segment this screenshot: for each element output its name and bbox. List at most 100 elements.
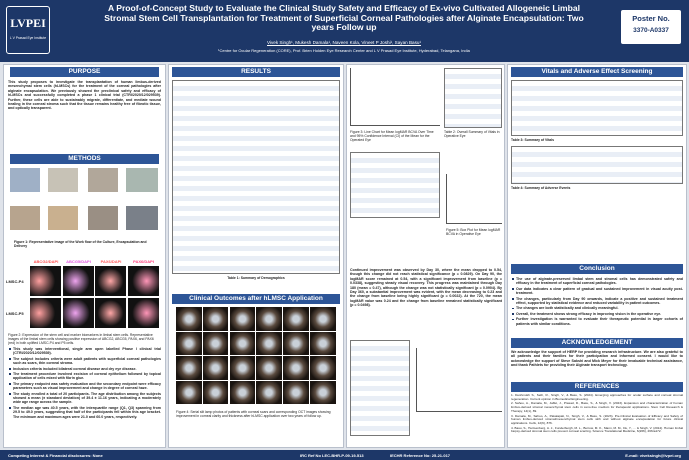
method-photo: [10, 168, 40, 192]
eye-photo: [202, 380, 229, 404]
method-photo: [88, 168, 118, 192]
list-item: Our data indicates a clear pattern of gr…: [511, 287, 683, 296]
bcva-line-chart: [350, 68, 440, 126]
figure-caption: Figure 4: Serial slit lamp photos of pat…: [176, 410, 331, 418]
eye-photo: [283, 307, 309, 331]
stain-label: ABCG2/DAPI: [33, 259, 59, 264]
bcva-box-plot: [446, 174, 502, 224]
logo-box: [6, 6, 50, 54]
stain-image: [95, 298, 126, 328]
left-panel: [3, 64, 166, 448]
summary-table: [350, 152, 440, 218]
list-item: The changes are both statistically and c…: [511, 306, 683, 310]
slit-lamp-grid: [176, 307, 336, 405]
footer-iec: IECHR Reference No: 25-21-017: [390, 453, 451, 458]
summary-table: [444, 68, 502, 128]
stain-label: PAX6/DAPI: [133, 259, 154, 264]
stain-label: PAX6/DAPI: [100, 259, 122, 264]
eye-photo: [202, 307, 229, 331]
footer-email: E-mail: viveksingh@lvpei.org: [625, 453, 681, 458]
section-heading: Conclusion: [511, 264, 683, 274]
poster-number: 3370-A0337: [633, 27, 669, 34]
list-item: 1. Deshmukh S., Seth, R., Singh, V., & B…: [511, 394, 683, 401]
table-caption: Table 4: Summary of Adverse Events: [511, 186, 571, 190]
adverse-table: [511, 146, 683, 184]
references-list: 1. Deshmukh S., Seth, R., Singh, V., & B…: [511, 394, 683, 446]
section-heading: Clinical Outcomes after hLMSC Applicatio…: [172, 294, 340, 304]
method-photo: [88, 206, 118, 230]
list-item: The study enrolled a total of 20 partici…: [8, 392, 161, 405]
poster-title: A Proof-of-Concept Study to Evaluate the…: [104, 3, 584, 33]
logo-subtitle: L V Prasad Eye Institute: [9, 36, 47, 40]
stain-image: [30, 298, 61, 328]
eye-photo: [283, 331, 309, 355]
eye-photo: [229, 380, 256, 404]
list-item: Overall, the treatment shows strong effi…: [511, 312, 683, 316]
row-label: LMSC-P4: [6, 279, 24, 284]
affiliation: ¹Centre for Ocular Regeneration (CORE), …: [218, 48, 470, 53]
stain-image: [127, 298, 159, 328]
purpose-text: This study proposes to investigate the t…: [8, 80, 161, 111]
eye-photo: [176, 307, 202, 331]
method-photo: [126, 168, 158, 192]
eye-photo: [256, 331, 282, 355]
vitals-table: [511, 80, 683, 136]
poster-number-box: [621, 10, 681, 44]
figure-caption: Figure 5: Box Plot for Mean logMAR BCVA …: [446, 228, 501, 236]
eye-photo: [310, 331, 336, 355]
row-label: LMSC-P5: [6, 311, 24, 316]
results-text: Continued improvement was observed by Da…: [350, 268, 502, 308]
footer-irc: IRC Ref No LEC-BHR-P-09-19-513: [300, 453, 364, 458]
header: LVPEI L V Prasad Eye Institute A Proof-o…: [0, 0, 689, 62]
stain-image: [62, 298, 94, 328]
methods-bullets: This study was interventional, single ar…: [8, 347, 161, 447]
demographics-table: [172, 80, 340, 274]
figure-caption: Figure 1: Representative image of the Wo…: [14, 240, 147, 248]
section-heading: PURPOSE: [10, 67, 159, 77]
list-item: The use of alginate-preserved limbal ste…: [511, 277, 683, 286]
section-heading: REFERENCES: [511, 382, 683, 392]
eye-photo: [176, 380, 202, 404]
list-item: 3. Damala, M., Sahoo, A., Pakalapati, N.…: [511, 413, 683, 425]
authors: Vivek Singh¹, Mukesh Damala¹, Naveen Kol…: [267, 40, 421, 45]
eye-photo: [202, 356, 229, 380]
eye-photo: [229, 356, 256, 380]
list-item: The primary endpoint was safety evaluati…: [8, 382, 161, 391]
eye-photo: [310, 356, 336, 380]
list-item: The median age was 40.5 years, with the …: [8, 406, 161, 419]
table-caption: Table 2: Overall Summary of Vitals in Op…: [444, 130, 500, 138]
stain-grid: ABCG2/DAPI ABCG5/DAPI PAX6/DAPI PAX6/DAPI LM…: [6, 259, 160, 330]
logo: LVPEI: [10, 16, 46, 30]
acknowledgement-text: We acknowledge the support of HERP for p…: [511, 350, 683, 368]
conclusion-bullets: The use of alginate-preserved limbal ste…: [511, 277, 683, 335]
list-item: This study was interventional, single ar…: [8, 347, 161, 356]
list-item: 4. Basu, S., Hertsenberg, A. J., Funderb…: [511, 425, 683, 434]
eye-photo: [229, 331, 256, 355]
figure-caption: Figure 3: Line Chart for Mean logMAR BCV…: [350, 130, 434, 142]
section-heading: ACKNOWLEDGEMENT: [511, 338, 683, 348]
stain-image: [30, 266, 61, 296]
eye-photo: [283, 380, 309, 404]
stain-label: ABCG5/DAPI: [66, 259, 91, 264]
table-caption: Table 3: Summary of Vitals: [511, 138, 555, 142]
footer-disclosure: Competing Interest & Financial disclosur…: [8, 453, 103, 458]
list-item: Further investigation is warranted to ev…: [511, 317, 683, 326]
list-item: The changes, particularly from Day 90 on…: [511, 297, 683, 306]
eye-photo: [229, 307, 256, 331]
stain-image: [62, 266, 94, 296]
list-item: The treatment procedure involved excisio…: [8, 372, 161, 381]
section-heading: Vitals and Adverse Effect Screening: [511, 67, 683, 77]
eye-photo: [176, 331, 202, 355]
stain-image: [127, 266, 159, 296]
method-photo: [10, 206, 40, 230]
table-caption: Table 1: Summary of Demographics: [227, 276, 285, 280]
list-item: The subject includes criteria were adult…: [8, 357, 161, 366]
eye-photo: [256, 380, 282, 404]
eye-photo: [283, 356, 309, 380]
bcva-chart: [416, 348, 502, 412]
stain-image: [95, 266, 126, 296]
method-photo: [48, 206, 78, 230]
list-item: 2. Sahoo, A., Damala, M., Jaffet, J., Pr…: [511, 401, 683, 413]
